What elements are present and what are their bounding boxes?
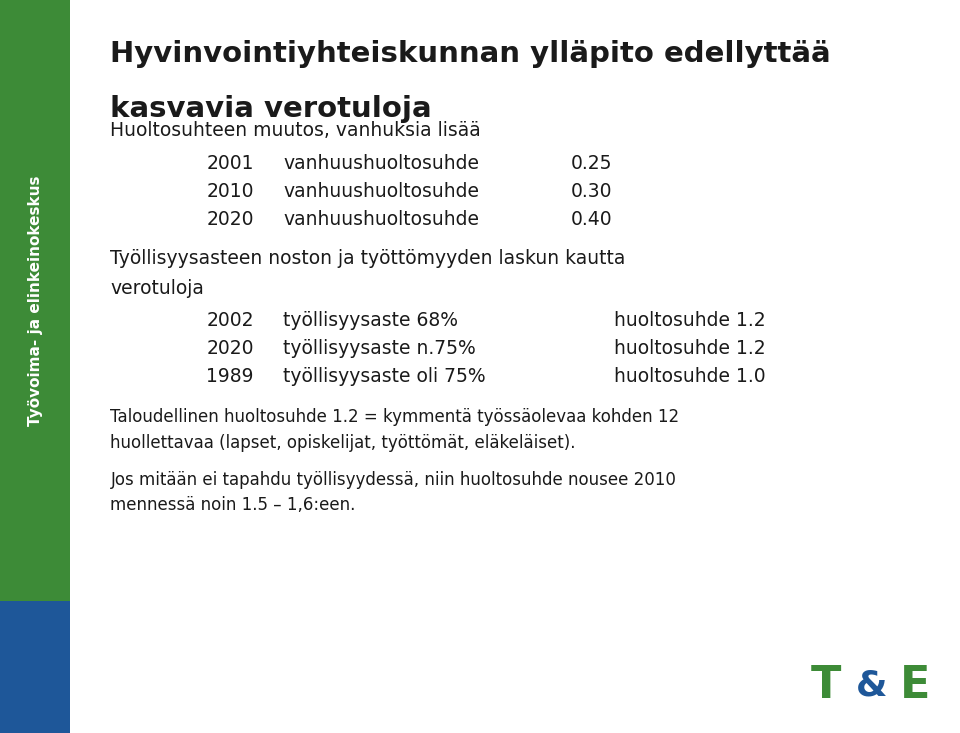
Text: vanhuushuoltosuhde: vanhuushuoltosuhde — [283, 210, 479, 229]
Text: huoltosuhde 1.2: huoltosuhde 1.2 — [614, 339, 766, 358]
Text: huoltosuhde 1.2: huoltosuhde 1.2 — [614, 311, 766, 330]
Text: 0.30: 0.30 — [571, 182, 612, 201]
Text: työllisyysaste oli 75%: työllisyysaste oli 75% — [283, 366, 486, 386]
Text: mennessä noin 1.5 – 1,6:een.: mennessä noin 1.5 – 1,6:een. — [110, 496, 356, 515]
Text: Taloudellinen huoltosuhde 1.2 = kymmentä työssäolevaa kohden 12: Taloudellinen huoltosuhde 1.2 = kymmentä… — [110, 408, 680, 427]
Text: 0.25: 0.25 — [571, 154, 612, 173]
Text: Hyvinvointiyhteiskunnan ylläpito edellyttää: Hyvinvointiyhteiskunnan ylläpito edellyt… — [110, 40, 831, 68]
Text: 2020: 2020 — [206, 339, 253, 358]
Text: vanhuushuoltosuhde: vanhuushuoltosuhde — [283, 154, 479, 173]
Text: T: T — [810, 664, 841, 707]
Text: 2020: 2020 — [206, 210, 253, 229]
Text: 2002: 2002 — [206, 311, 253, 330]
Text: Työvoima- ja elinkeinokeskus: Työvoima- ja elinkeinokeskus — [28, 175, 42, 426]
Text: huollettavaa (lapset, opiskelijat, työttömät, eläkeläiset).: huollettavaa (lapset, opiskelijat, tyött… — [110, 434, 576, 452]
Text: E: E — [900, 664, 930, 707]
Text: 2001: 2001 — [206, 154, 253, 173]
Text: verotuloja: verotuloja — [110, 279, 204, 298]
Text: Työllisyysasteen noston ja työttömyyden laskun kautta: Työllisyysasteen noston ja työttömyyden … — [110, 249, 626, 268]
Text: &: & — [856, 668, 887, 702]
Bar — [0, 601, 70, 733]
Text: Jos mitään ei tapahdu työllisyydessä, niin huoltosuhde nousee 2010: Jos mitään ei tapahdu työllisyydessä, ni… — [110, 471, 676, 489]
Text: 2010: 2010 — [206, 182, 253, 201]
Text: kasvavia verotuloja: kasvavia verotuloja — [110, 95, 432, 123]
Text: 1989: 1989 — [206, 366, 253, 386]
Text: huoltosuhde 1.0: huoltosuhde 1.0 — [614, 366, 766, 386]
Text: työllisyysaste 68%: työllisyysaste 68% — [283, 311, 458, 330]
Text: 0.40: 0.40 — [571, 210, 612, 229]
Text: vanhuushuoltosuhde: vanhuushuoltosuhde — [283, 182, 479, 201]
Bar — [0, 0, 70, 601]
Text: Huoltosuhteen muutos, vanhuksia lisää: Huoltosuhteen muutos, vanhuksia lisää — [110, 121, 481, 140]
Text: työllisyysaste n.75%: työllisyysaste n.75% — [283, 339, 476, 358]
